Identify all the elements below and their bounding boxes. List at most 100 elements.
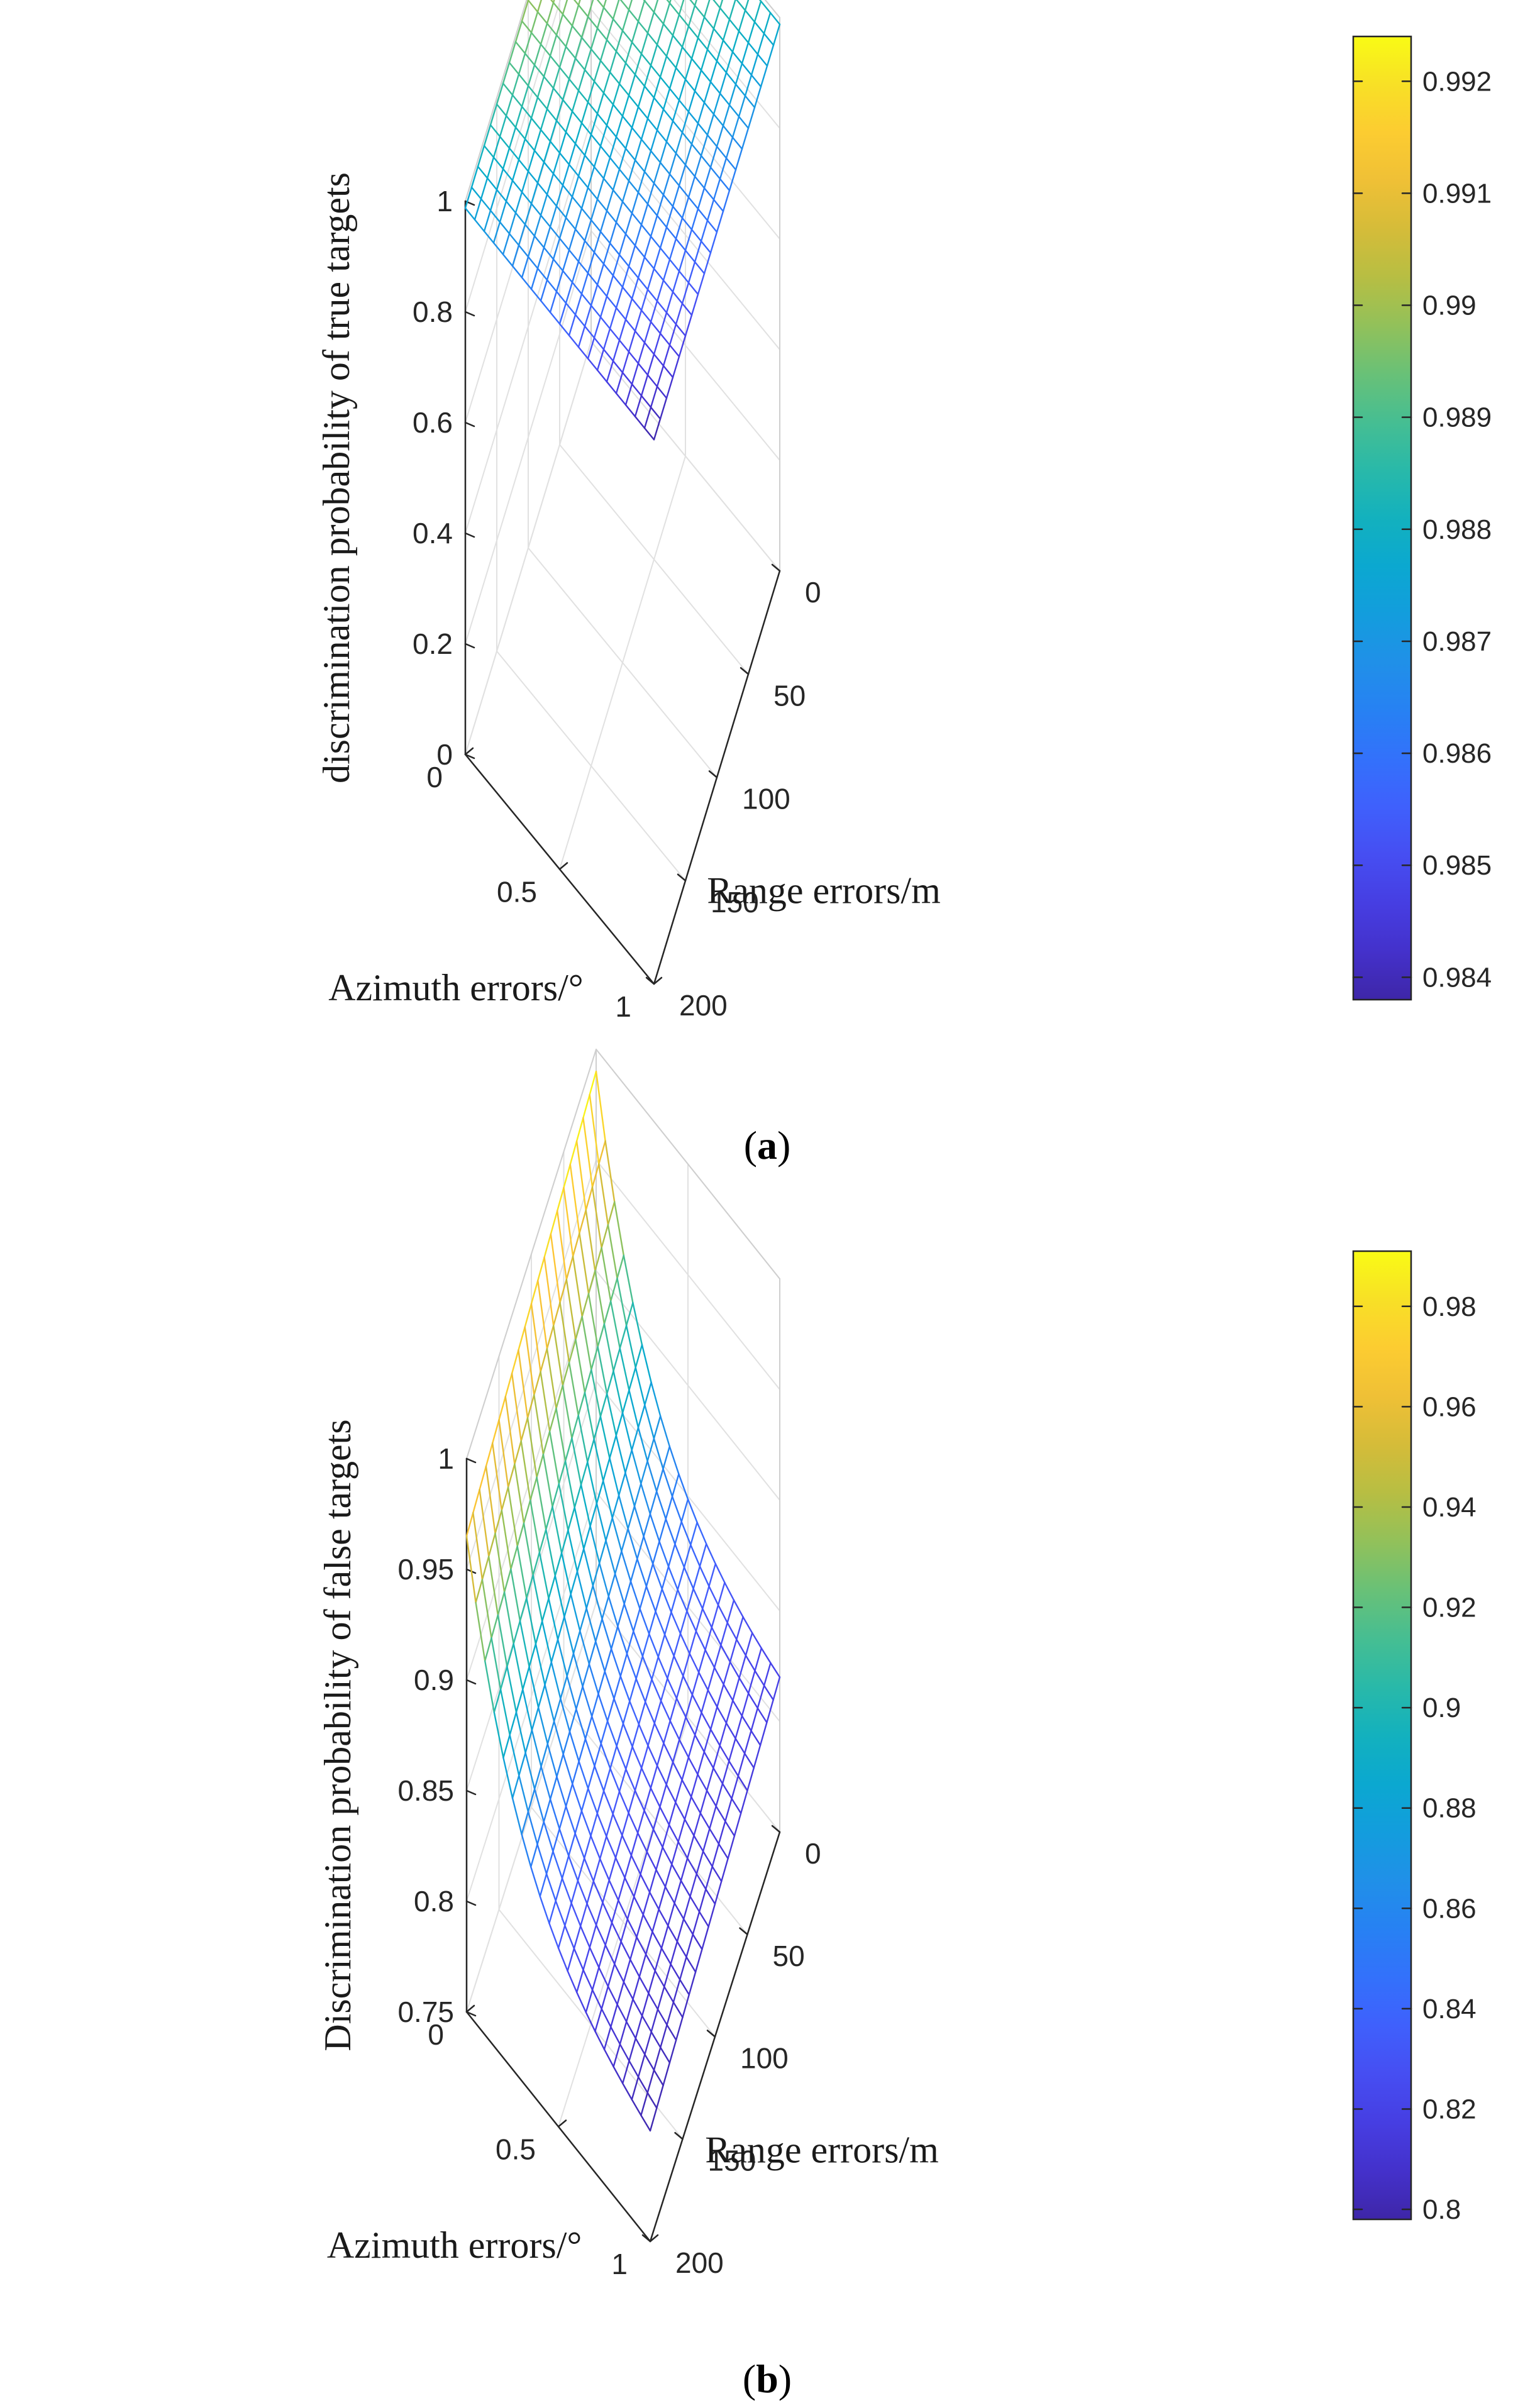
surface-segment bbox=[750, 53, 759, 76]
surface-segment bbox=[607, 1572, 616, 1598]
surface-segment bbox=[635, 2014, 643, 2040]
surface-segment bbox=[632, 1975, 640, 2001]
surface-segment bbox=[692, 1566, 701, 1590]
surface-segment bbox=[606, 295, 618, 309]
surface-segment bbox=[540, 1347, 548, 1373]
surface-segment bbox=[694, 1948, 703, 1973]
surface-segment bbox=[541, 1620, 552, 1663]
surface-segment bbox=[635, 1677, 646, 1703]
surface-segment bbox=[738, 9, 746, 32]
surface-segment bbox=[724, 1820, 736, 1837]
surface-segment bbox=[549, 1776, 558, 1800]
surface-segment bbox=[715, 1805, 726, 1822]
surface-segment bbox=[508, 62, 520, 75]
surface-segment bbox=[545, 1873, 557, 1902]
surface-segment bbox=[672, 2001, 684, 2018]
surface-segment bbox=[508, 41, 517, 64]
surface-segment bbox=[643, 1809, 655, 1830]
surface-segment bbox=[643, 256, 655, 270]
surface-segment bbox=[621, 94, 630, 117]
surface-segment bbox=[694, 4, 706, 18]
surface-segment bbox=[623, 1981, 634, 2001]
surface-segment bbox=[750, 74, 762, 88]
surface-segment bbox=[675, 1698, 687, 1718]
surface-segment bbox=[697, 101, 706, 124]
surface-segment bbox=[659, 1784, 667, 1808]
surface-segment bbox=[606, 124, 618, 138]
surface-segment bbox=[571, 175, 580, 198]
surface-segment bbox=[602, 328, 611, 350]
surface-segment bbox=[634, 309, 643, 332]
surface-segment bbox=[543, 1233, 552, 1259]
surface-segment bbox=[700, 48, 709, 71]
surface-segment bbox=[557, 1925, 566, 1949]
surface-segment bbox=[693, 1835, 704, 1852]
surface-segment bbox=[697, 187, 706, 210]
surface-segment bbox=[701, 1711, 712, 1730]
surface-segment bbox=[660, 1699, 671, 1722]
surface-segment bbox=[521, 170, 529, 193]
surface-segment bbox=[696, 1522, 707, 1545]
surface-segment bbox=[530, 96, 539, 119]
surface-segment bbox=[709, 166, 721, 180]
surface-segment bbox=[558, 237, 570, 251]
surface-segment bbox=[498, 1396, 506, 1421]
surface-segment bbox=[689, 1652, 700, 1674]
surface-segment bbox=[516, 1522, 525, 1547]
surface-segment bbox=[681, 302, 693, 316]
surface-segment bbox=[653, 11, 665, 25]
surface-segment bbox=[700, 134, 709, 157]
surface-segment bbox=[594, 2008, 602, 2033]
surface-segment bbox=[536, 161, 545, 184]
surface-segment bbox=[740, 1789, 748, 1814]
surface-segment bbox=[703, 1728, 712, 1753]
surface-segment bbox=[591, 1989, 602, 2010]
surface-segment bbox=[533, 214, 542, 237]
surface-segment bbox=[568, 1361, 579, 1417]
surface-segment bbox=[599, 39, 608, 62]
surface-segment bbox=[698, 1911, 709, 1928]
surface-segment bbox=[716, 124, 724, 148]
surface-segment bbox=[610, 1625, 619, 1650]
surface-segment bbox=[591, 1967, 600, 1991]
surface-segment bbox=[558, 302, 567, 325]
surface-segment bbox=[589, 1924, 597, 1948]
surface-segment bbox=[527, 64, 536, 87]
surface-segment bbox=[599, 210, 608, 233]
surface-segment bbox=[540, 129, 551, 142]
surface-segment bbox=[524, 1326, 535, 1396]
surface-segment bbox=[636, 1914, 644, 1938]
surface-segment bbox=[480, 198, 492, 211]
surface-segment bbox=[529, 1476, 538, 1501]
surface-segment bbox=[490, 1614, 499, 1639]
surface-segment bbox=[505, 114, 517, 128]
surface-segment bbox=[772, 1676, 781, 1701]
surface-segment bbox=[732, 1677, 740, 1701]
surface-segment bbox=[697, 1649, 706, 1674]
surface-segment bbox=[521, 106, 533, 119]
surface-segment bbox=[662, 344, 671, 367]
surface-segment bbox=[606, 380, 618, 394]
surface-segment bbox=[580, 122, 592, 136]
range-tick-mark bbox=[674, 2132, 684, 2140]
surface-segment bbox=[596, 1480, 604, 1505]
surface-segment bbox=[593, 80, 605, 94]
surface-segment bbox=[649, 1490, 658, 1515]
surface-segment bbox=[580, 1810, 592, 1837]
surface-segment bbox=[555, 184, 564, 207]
surface-segment bbox=[665, 1784, 677, 1803]
surface-segment bbox=[635, 1655, 644, 1680]
surface-segment bbox=[499, 114, 507, 138]
surface-segment bbox=[535, 1620, 543, 1645]
colorbar-tick-label: 0.984 bbox=[1422, 962, 1492, 993]
surface-segment bbox=[483, 145, 495, 158]
range-tick-label: 100 bbox=[742, 783, 790, 815]
surface-segment bbox=[666, 2001, 675, 2026]
surface-segment bbox=[527, 235, 536, 258]
range-tick-label: 150 bbox=[711, 886, 759, 919]
surface-segment bbox=[724, 1798, 733, 1822]
surface-segment bbox=[650, 214, 658, 238]
surface-segment bbox=[640, 374, 649, 397]
surface-segment bbox=[650, 150, 662, 163]
